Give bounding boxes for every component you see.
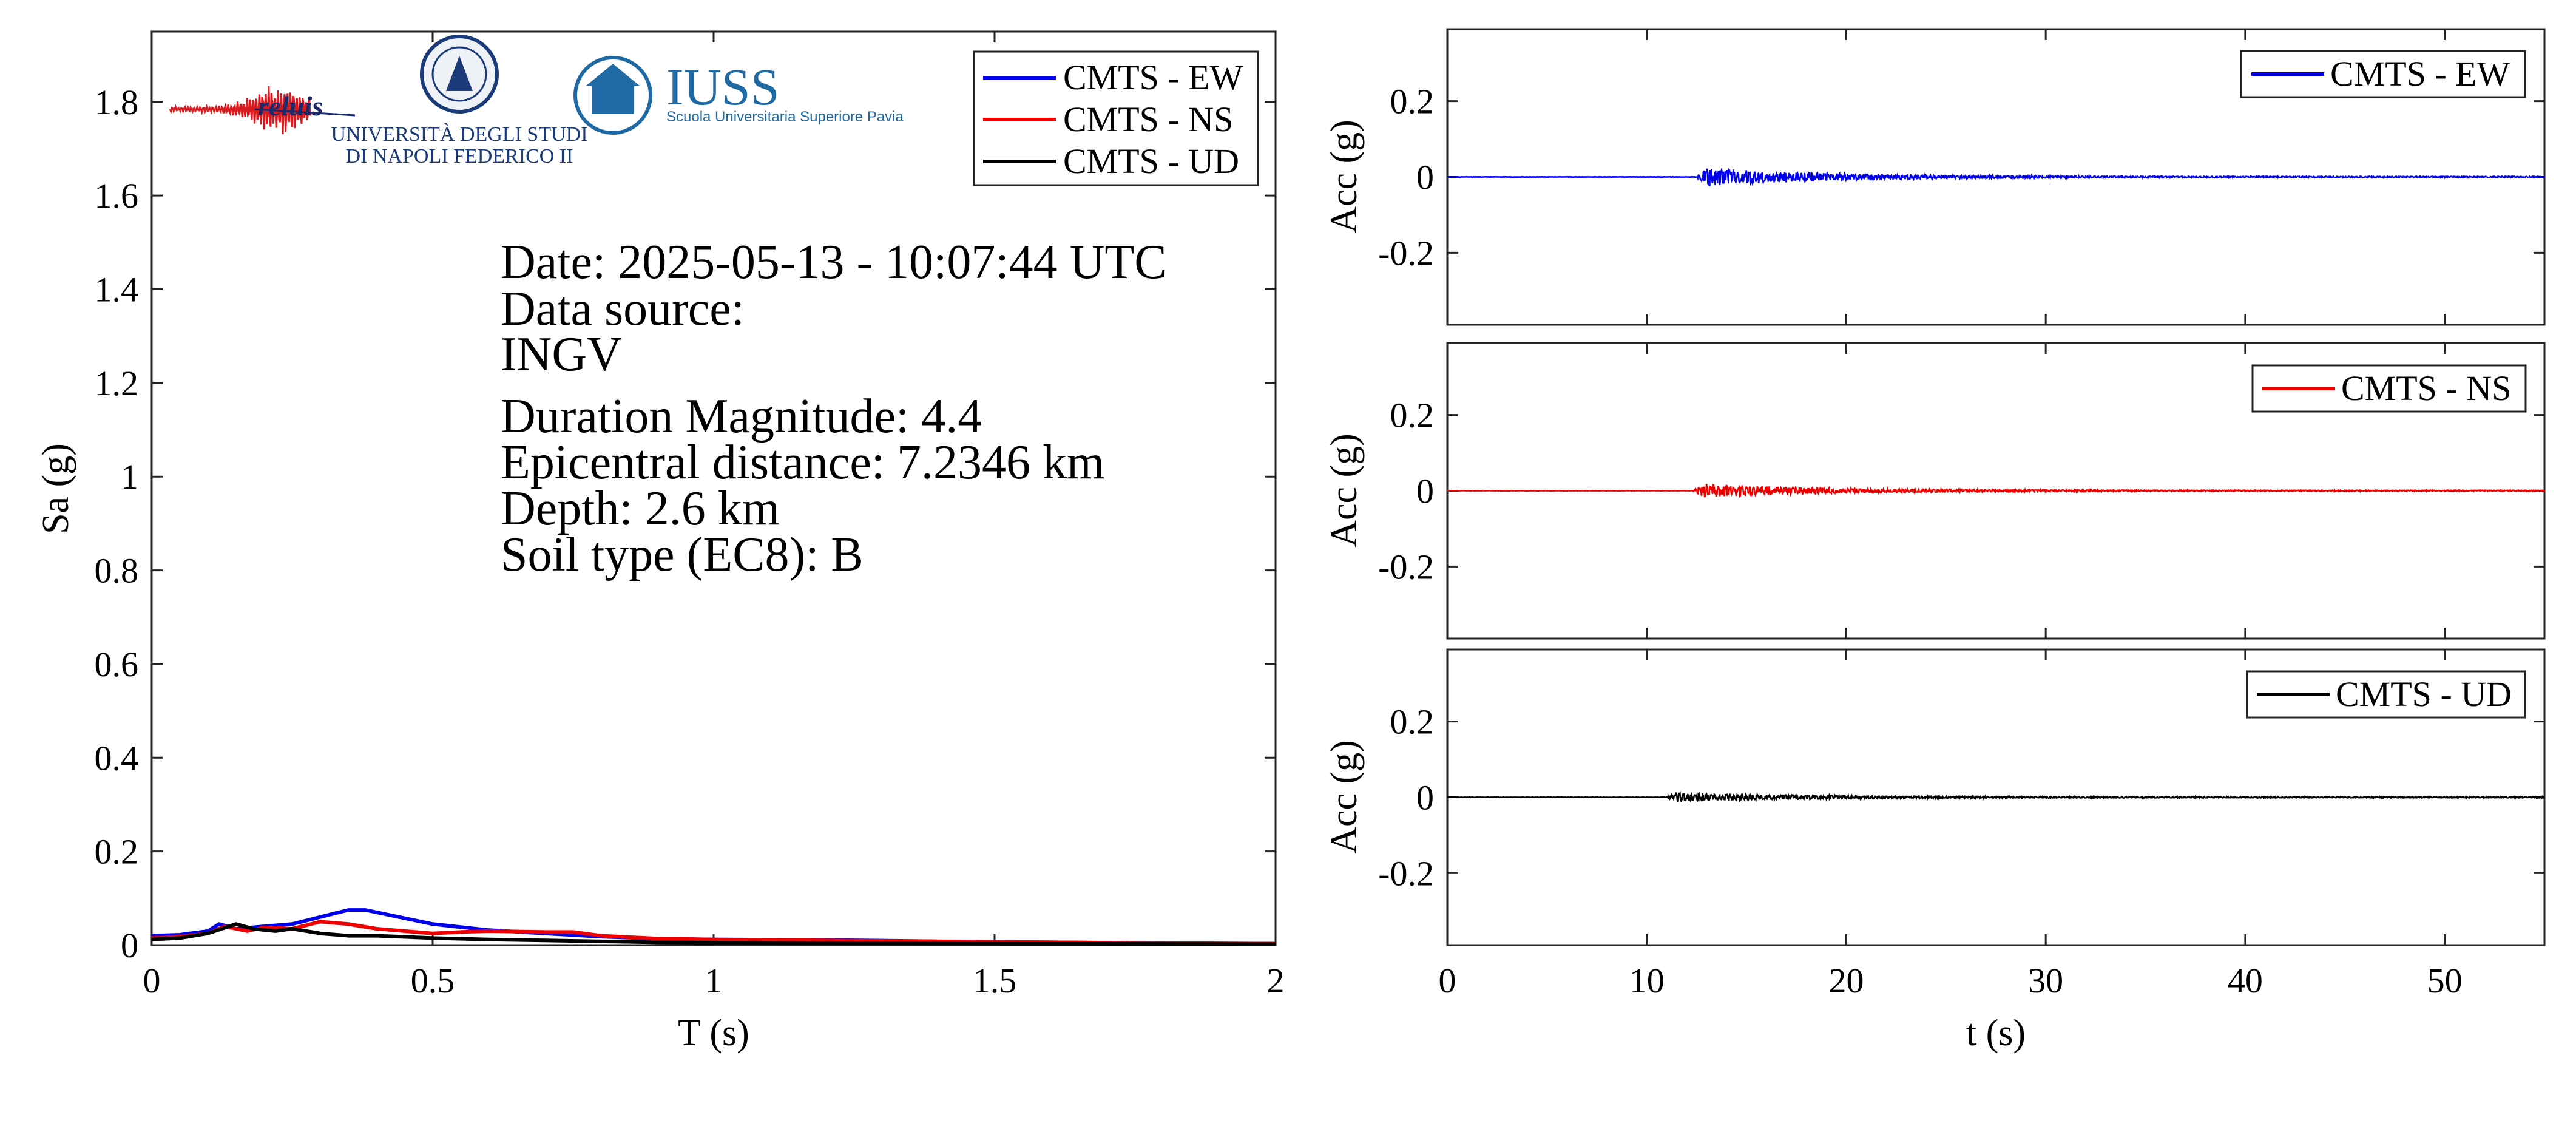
acc-ud-chart: 0 10 20 30 40 50 -0.2 0 0.2 Acc (g) t (s) CMTS -…: [1323, 648, 2546, 1054]
x-tick-label: 40: [2228, 961, 2263, 1000]
y-tick-label: 0.8: [95, 551, 139, 591]
y-tick-label: 0.4: [95, 738, 139, 778]
spectrum-legend: CMTS - EW CMTS - NS CMTS - UD: [973, 50, 1259, 186]
x-tick-label: 10: [1629, 961, 1665, 1000]
x-tick-label: 2: [1267, 961, 1285, 1000]
y-tick-label: 1.4: [95, 270, 139, 309]
y-tick-label: 0.2: [1390, 396, 1435, 435]
x-tick-label: 30: [2028, 961, 2063, 1000]
unina-line2: DI NAPOLI FEDERICO II: [346, 145, 573, 168]
x-tick-label: 0: [143, 961, 161, 1000]
legend-label-ud: CMTS - UD: [1063, 141, 1239, 181]
y-tick-label: 0: [1416, 472, 1434, 511]
y-tick-label: -0.2: [1378, 853, 1434, 893]
legend-label-ns: CMTS - NS: [1063, 100, 1233, 139]
event-info: Date: 2025-05-13 - 10:07:44 UTC Data sou…: [501, 236, 1167, 582]
legend-label-ew: CMTS - EW: [1063, 58, 1243, 97]
acc-ns-ticks: -0.2 0 0.2: [1378, 343, 2544, 639]
y-tick-label: 0.2: [1390, 702, 1435, 742]
y-tick-label: 0: [1416, 778, 1434, 818]
y-tick-label: 0.6: [95, 645, 139, 684]
acc-ns-y-axis-label: Acc (g): [1323, 433, 1365, 548]
y-tick-label: 1: [121, 457, 138, 497]
x-tick-label: 1: [705, 961, 723, 1000]
acc-ud-legend: CMTS - UD: [2246, 670, 2526, 719]
y-tick-label: 1.2: [95, 364, 139, 403]
y-tick-label: 0: [121, 926, 138, 965]
series-trace: [1447, 790, 2546, 803]
y-tick-label: 1.6: [95, 176, 139, 215]
acc-ew-ticks: -0.2 0 0.2: [1378, 29, 2544, 325]
info-depth: Depth: 2.6 km: [501, 482, 780, 535]
info-distance: Epicentral distance: 7.2346 km: [501, 436, 1104, 489]
acc-ew-chart: -0.2 0 0.2 Acc (g) CMTS - EW: [1323, 28, 2546, 326]
y-tick-label: -0.2: [1378, 547, 1434, 586]
acc-ud-ticks: 0 10 20 30 40 50 -0.2 0 0.2: [1378, 649, 2544, 1000]
reluis-logo: reluis: [169, 86, 356, 135]
x-tick-label: 0: [1439, 961, 1456, 1000]
spectrum-chart: 0 0.5 1 1.5 2 0 0.2 0.4 0.6 0.8 1 1.2 1.4 1.6 1.8 T (s…: [35, 30, 1285, 1054]
acc-ew-legend-label: CMTS - EW: [2330, 54, 2510, 93]
spectrum-y-axis-label: Sa (g): [35, 443, 76, 534]
acc-ns-series: [1447, 483, 2546, 498]
y-tick-label: 0.2: [1390, 82, 1435, 121]
info-source: INGV: [501, 328, 622, 381]
unina-line1: UNIVERSITÀ DEGLI STUDI: [331, 123, 587, 146]
acc-ew-series: [1447, 167, 2545, 186]
acc-ew-legend: CMTS - EW: [2240, 50, 2526, 98]
series-line: [151, 920, 1276, 946]
unina-logo: UNIVERSITÀ DEGLI STUDI DI NAPOLI FEDERIC…: [331, 35, 588, 168]
acc-ud-legend-label: CMTS - UD: [2336, 674, 2512, 714]
spectrum-series: [151, 908, 1276, 946]
spectrum-x-axis-label: T (s): [678, 1012, 749, 1054]
y-tick-label: 1.8: [95, 83, 139, 122]
acc-ud-y-axis-label: Acc (g): [1323, 740, 1365, 854]
y-tick-label: -0.2: [1378, 233, 1434, 273]
x-tick-label: 20: [1828, 961, 1864, 1000]
acc-ew-y-axis-label: Acc (g): [1323, 120, 1365, 234]
spectrum-ticks: 0 0.5 1 1.5 2 0 0.2 0.4 0.6 0.8 1 1.2 1.4 1.6 1.8: [95, 32, 1285, 1000]
acc-ns-chart: -0.2 0 0.2 Acc (g) CMTS - NS: [1323, 342, 2546, 640]
acc-ns-legend-label: CMTS - NS: [2341, 368, 2511, 408]
acc-ud-x-axis-label: t (s): [1966, 1012, 2026, 1054]
iuss-logo: IUSS Scuola Universitaria Superiore Pavi…: [573, 56, 904, 135]
y-tick-label: 0: [1416, 158, 1434, 197]
iuss-title: IUSS: [666, 58, 779, 116]
x-tick-label: 1.5: [973, 961, 1017, 1000]
info-magnitude: Duration Magnitude: 4.4: [501, 390, 982, 443]
series-trace: [1447, 483, 2546, 498]
info-date: Date: 2025-05-13 - 10:07:44 UTC: [501, 236, 1167, 289]
x-tick-label: 50: [2427, 961, 2463, 1000]
series-line: [151, 922, 1276, 946]
reluis-logo-text: reluis: [258, 90, 323, 121]
acc-ns-legend: CMTS - NS: [2251, 364, 2527, 413]
y-tick-label: 0.2: [95, 832, 139, 872]
x-tick-label: 0.5: [411, 961, 455, 1000]
iuss-subtitle: Scuola Universitaria Superiore Pavia: [666, 109, 904, 125]
acc-ud-series: [1447, 790, 2546, 803]
series-trace: [1447, 167, 2545, 186]
info-soil: Soil type (EC8): B: [501, 528, 864, 582]
info-source-label: Data source:: [501, 282, 745, 336]
